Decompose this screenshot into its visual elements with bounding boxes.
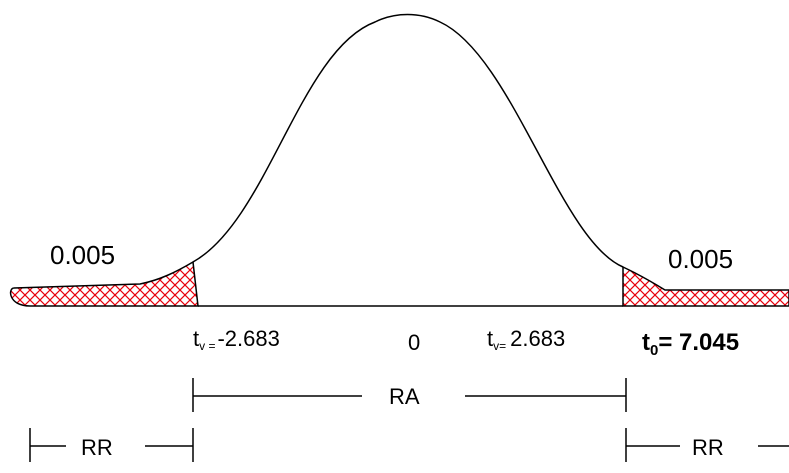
right-rejection-tail xyxy=(622,265,789,307)
left-rejection-bracket xyxy=(29,428,194,462)
center-zero-label: 0 xyxy=(408,330,420,355)
test-statistic-label: t0= 7.045 xyxy=(642,329,739,359)
left-rejection-label: RR xyxy=(81,435,113,460)
right-tail-area-label: 0.005 xyxy=(668,244,733,274)
left-rejection-tail xyxy=(9,260,199,307)
density-curve xyxy=(192,13,624,268)
left-tail-area-label: 0.005 xyxy=(50,240,115,270)
right-rejection-label: RR xyxy=(692,435,724,460)
acceptance-region-label: RA xyxy=(389,384,420,409)
right-rejection-bracket xyxy=(625,428,789,462)
left-critical-label: tv =-2.683 xyxy=(193,326,280,353)
right-critical-label: tv= 2.683 xyxy=(487,326,565,353)
acceptance-region-bracket xyxy=(192,378,627,412)
